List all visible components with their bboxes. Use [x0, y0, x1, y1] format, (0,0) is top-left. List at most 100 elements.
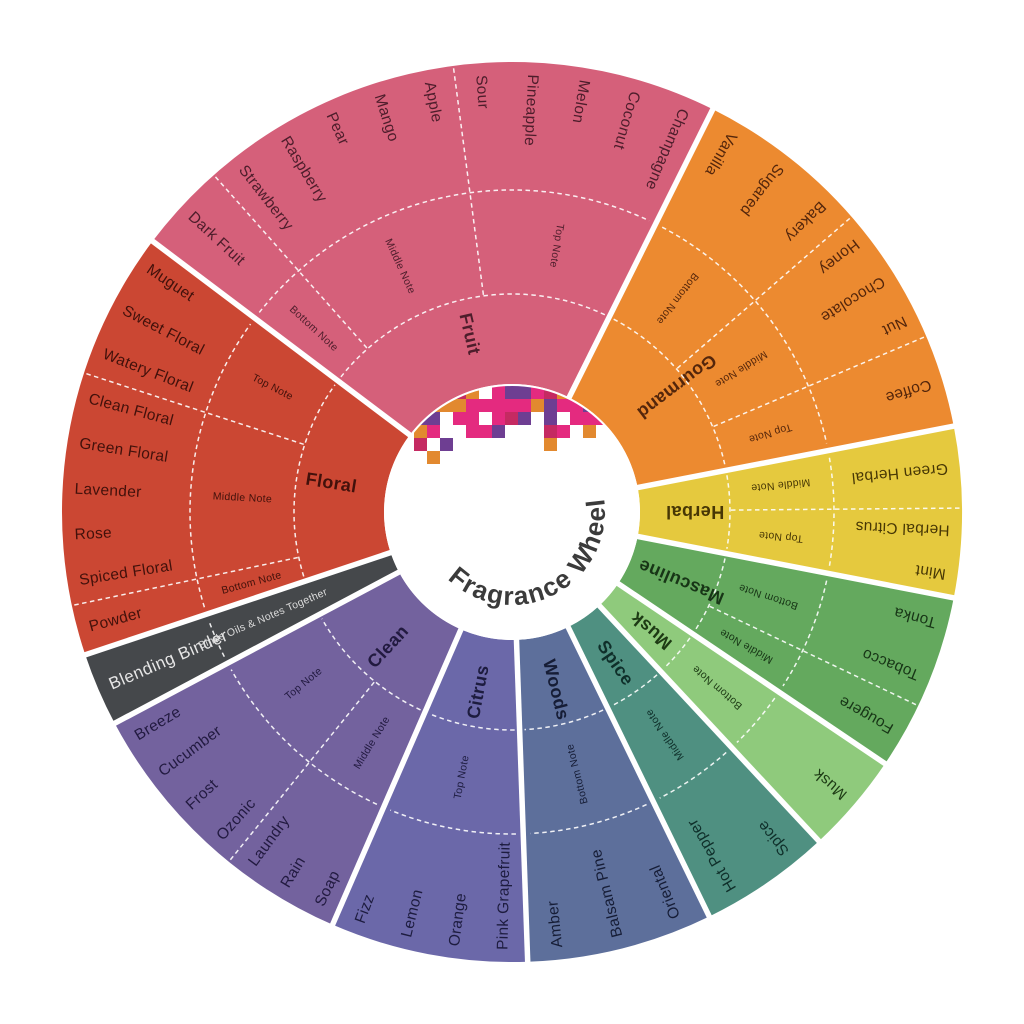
mosaic-square [557, 425, 570, 438]
sector-gap-line [593, 600, 823, 846]
sector-gourmand[interactable] [569, 109, 954, 488]
sector-gap-line [612, 578, 890, 768]
mosaic-square [518, 386, 531, 399]
note-zone-divider-dash [730, 507, 960, 511]
mosaic-square [505, 412, 518, 425]
ring-divider-dash [230, 669, 378, 805]
ring-divider-dash [663, 637, 691, 669]
sector-floral[interactable] [61, 241, 410, 655]
sector-gap-line [632, 532, 958, 602]
scent-label-herbal-citrus: Herbal Citrus [855, 518, 950, 539]
note-zone-divider-dash [452, 67, 485, 295]
sector-blending-binder[interactable] [85, 552, 399, 724]
sector-divider-layer [81, 105, 958, 965]
scent-label-orange: Orange [446, 892, 470, 947]
ring-divider-dash [293, 384, 336, 577]
ring-divider-dash [429, 713, 515, 731]
ring-divider-dash [661, 226, 828, 444]
sector-gap-line [328, 623, 466, 929]
mosaic-square [557, 399, 570, 412]
mosaic-square [466, 399, 479, 412]
scent-label-amber: Amber [544, 900, 566, 949]
sector-gap-line [563, 621, 714, 921]
mosaic-square [492, 412, 505, 425]
mosaic-square [492, 386, 505, 399]
sector-gap-line [632, 422, 958, 492]
scent-label-pink-grapefruit: Pink Grapefruit [494, 841, 513, 950]
ring-divider-dash [390, 809, 516, 835]
mosaic-square [440, 438, 453, 451]
sector-woods[interactable] [516, 627, 710, 962]
note-zone-divider-dash [676, 217, 851, 369]
mosaic-square [453, 399, 466, 412]
note-label-herbal-top-note: Top Note [758, 529, 803, 545]
note-zone-divider-dash [73, 556, 298, 606]
scent-label-sour: Sour [472, 75, 491, 110]
sector-herbal[interactable] [637, 426, 962, 598]
ring-divider-dash [659, 751, 727, 799]
sector-wedges-layer [61, 61, 962, 963]
scent-label-rose: Rose [74, 524, 112, 543]
scent-label-lavender: Lavender [74, 481, 142, 501]
sector-fruit[interactable] [152, 61, 713, 435]
scent-label-melon: Melon [569, 79, 593, 125]
sector-spice[interactable] [568, 605, 819, 917]
scent-label-pineapple: Pineapple [521, 74, 541, 146]
mosaic-square [518, 399, 531, 412]
ring-divider-dash [530, 803, 647, 835]
note-zone-divider-dash [713, 336, 925, 428]
mosaic-square [479, 399, 492, 412]
mosaic-square [583, 425, 596, 438]
dashed-guides-layer [73, 67, 960, 861]
ring-divider-dash [726, 475, 731, 549]
ring-divider-dash [782, 580, 828, 687]
note-label-floral-middle-note: Middle Note [212, 490, 272, 505]
mosaic-square [544, 425, 557, 438]
note-zone-divider-dash [229, 681, 375, 861]
note-label-herbal-middle-note: Middle Note [751, 476, 811, 494]
mosaic-square [505, 399, 518, 412]
mosaic-square [531, 399, 544, 412]
sector-citrus[interactable] [332, 629, 528, 963]
mosaic-square [479, 425, 492, 438]
sector-musk[interactable] [599, 583, 886, 842]
mosaic-square [492, 425, 505, 438]
ring-divider-dash [258, 189, 650, 313]
scent-label-mint: Mint [914, 561, 947, 582]
ring-divider-dash [524, 709, 604, 731]
sector-gap-line [513, 634, 531, 965]
sector-gap-line [148, 237, 416, 441]
mosaic-square [427, 425, 440, 438]
sector-gap-line [564, 105, 717, 404]
mosaic-square [466, 425, 479, 438]
note-zone-divider-dash [85, 372, 304, 446]
ring-divider-dash [208, 620, 226, 658]
mosaic-square [427, 451, 440, 464]
sector-name-herbal: Herbal [666, 502, 724, 522]
sector-gap-line [81, 548, 397, 659]
mosaic-square [544, 399, 557, 412]
sector-gap-line [110, 567, 405, 728]
note-zone-divider-dash [214, 175, 368, 349]
mosaic-square [505, 386, 518, 399]
ring-divider-dash [321, 618, 421, 711]
ring-divider-dash [828, 457, 835, 567]
ring-divider-dash [611, 674, 658, 707]
note-zone-divider-dash [709, 605, 917, 706]
mosaic-square [466, 412, 479, 425]
mosaic-square [570, 412, 583, 425]
mosaic-square [544, 438, 557, 451]
ring-divider-dash [189, 323, 252, 608]
mosaic-square [453, 412, 466, 425]
ring-divider-dash [736, 697, 776, 743]
mosaic-square [414, 438, 427, 451]
sector-masculine[interactable] [618, 536, 954, 764]
sector-clean[interactable] [114, 572, 461, 925]
mosaic-square [518, 412, 531, 425]
mosaic-square [492, 399, 505, 412]
ring-divider-dash [340, 293, 606, 378]
mosaic-square [544, 412, 557, 425]
